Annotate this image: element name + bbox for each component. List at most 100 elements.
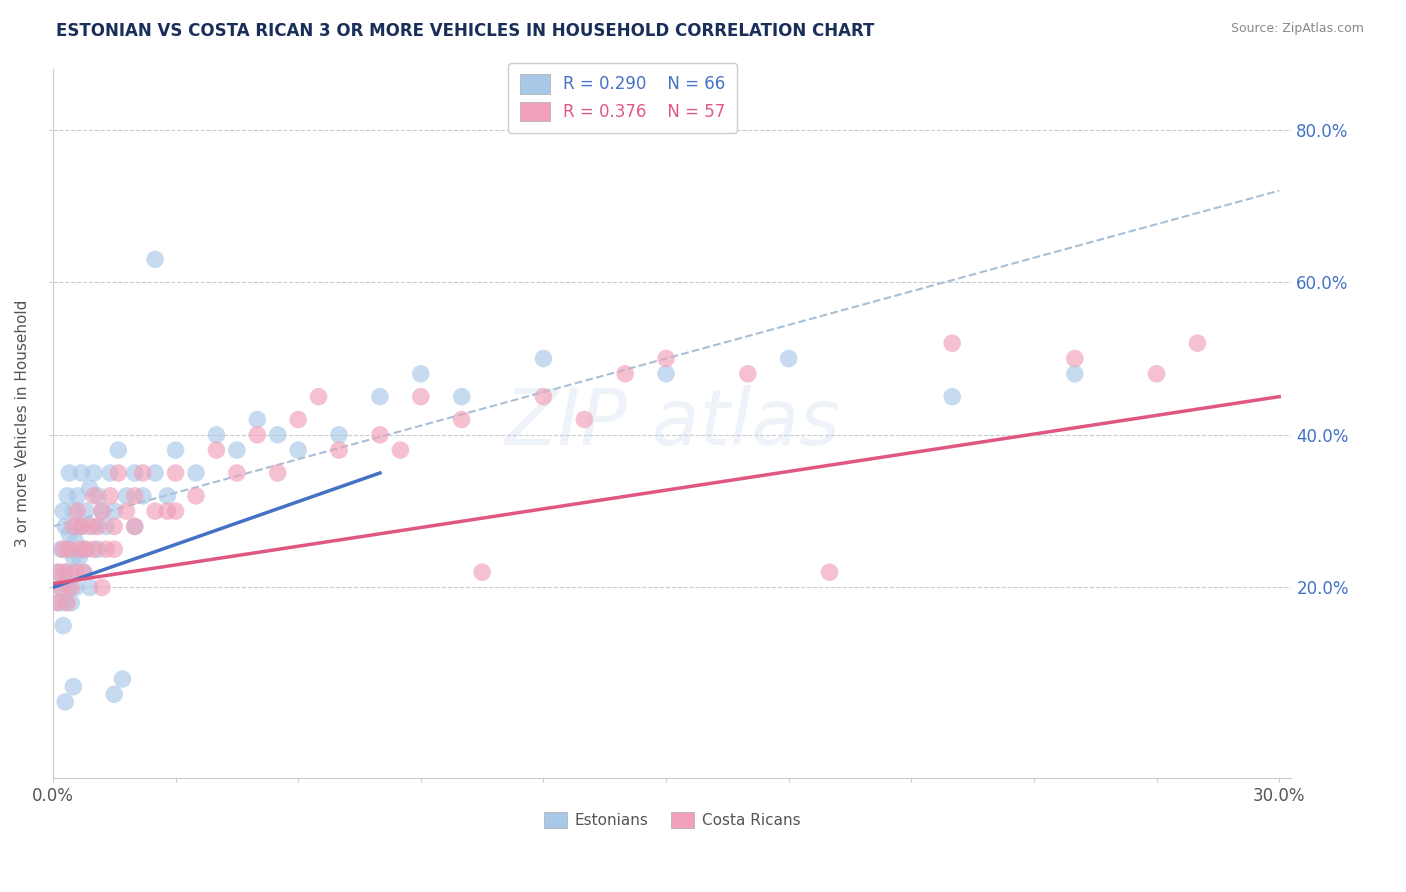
Point	[58, 527, 80, 541]
Point	[52, 504, 75, 518]
Point	[70, 519, 93, 533]
Point	[56, 596, 79, 610]
Point	[58, 581, 80, 595]
Point	[328, 427, 350, 442]
Point	[91, 504, 114, 518]
Point	[62, 549, 84, 564]
Point	[124, 519, 146, 533]
Point	[79, 481, 101, 495]
Point	[246, 412, 269, 426]
Point	[87, 542, 110, 557]
Point	[533, 390, 555, 404]
Point	[107, 443, 129, 458]
Point	[60, 581, 83, 595]
Point	[103, 519, 125, 533]
Point	[56, 542, 79, 557]
Point	[72, 565, 94, 579]
Point	[614, 367, 637, 381]
Point	[83, 466, 105, 480]
Point	[124, 489, 146, 503]
Point	[124, 519, 146, 533]
Point	[60, 596, 83, 610]
Point	[103, 687, 125, 701]
Point	[267, 427, 290, 442]
Point	[53, 565, 76, 579]
Point	[124, 466, 146, 480]
Point	[91, 504, 114, 518]
Point	[65, 565, 87, 579]
Point	[58, 542, 80, 557]
Point	[49, 542, 72, 557]
Point	[111, 672, 134, 686]
Point	[165, 466, 187, 480]
Point	[53, 596, 76, 610]
Point	[53, 695, 76, 709]
Point	[143, 252, 166, 267]
Point	[98, 489, 121, 503]
Point	[184, 489, 207, 503]
Point	[225, 466, 247, 480]
Point	[450, 390, 472, 404]
Point	[225, 443, 247, 458]
Point	[143, 504, 166, 518]
Point	[48, 565, 70, 579]
Point	[1146, 367, 1168, 381]
Point	[66, 489, 89, 503]
Point	[65, 581, 87, 595]
Point	[62, 519, 84, 533]
Point	[103, 542, 125, 557]
Point	[287, 412, 309, 426]
Point	[328, 443, 350, 458]
Point	[52, 618, 75, 632]
Point	[287, 443, 309, 458]
Point	[66, 519, 89, 533]
Point	[56, 489, 79, 503]
Point	[184, 466, 207, 480]
Point	[70, 466, 93, 480]
Point	[72, 565, 94, 579]
Point	[143, 466, 166, 480]
Point	[1063, 367, 1085, 381]
Point	[70, 519, 93, 533]
Point	[79, 581, 101, 595]
Point	[83, 489, 105, 503]
Point	[450, 412, 472, 426]
Point	[94, 519, 117, 533]
Point	[471, 565, 494, 579]
Point	[655, 351, 678, 366]
Point	[53, 519, 76, 533]
Point	[818, 565, 841, 579]
Point	[156, 504, 179, 518]
Point	[205, 443, 228, 458]
Point	[87, 489, 110, 503]
Point	[132, 489, 155, 503]
Point	[1187, 336, 1209, 351]
Legend: Estonians, Costa Ricans: Estonians, Costa Ricans	[538, 806, 807, 834]
Point	[83, 542, 105, 557]
Point	[941, 336, 963, 351]
Point	[778, 351, 800, 366]
Point	[66, 504, 89, 518]
Point	[389, 443, 412, 458]
Point	[165, 443, 187, 458]
Point	[87, 519, 110, 533]
Point	[69, 549, 91, 564]
Point	[165, 504, 187, 518]
Text: ZIP atlas: ZIP atlas	[505, 385, 839, 461]
Point	[83, 519, 105, 533]
Point	[103, 504, 125, 518]
Point	[79, 519, 101, 533]
Point	[98, 466, 121, 480]
Point	[75, 542, 97, 557]
Point	[368, 390, 391, 404]
Point	[941, 390, 963, 404]
Point	[409, 390, 432, 404]
Point	[246, 427, 269, 442]
Point	[46, 565, 69, 579]
Point	[156, 489, 179, 503]
Point	[308, 390, 330, 404]
Point	[91, 581, 114, 595]
Point	[49, 581, 72, 595]
Point	[115, 489, 138, 503]
Point	[75, 504, 97, 518]
